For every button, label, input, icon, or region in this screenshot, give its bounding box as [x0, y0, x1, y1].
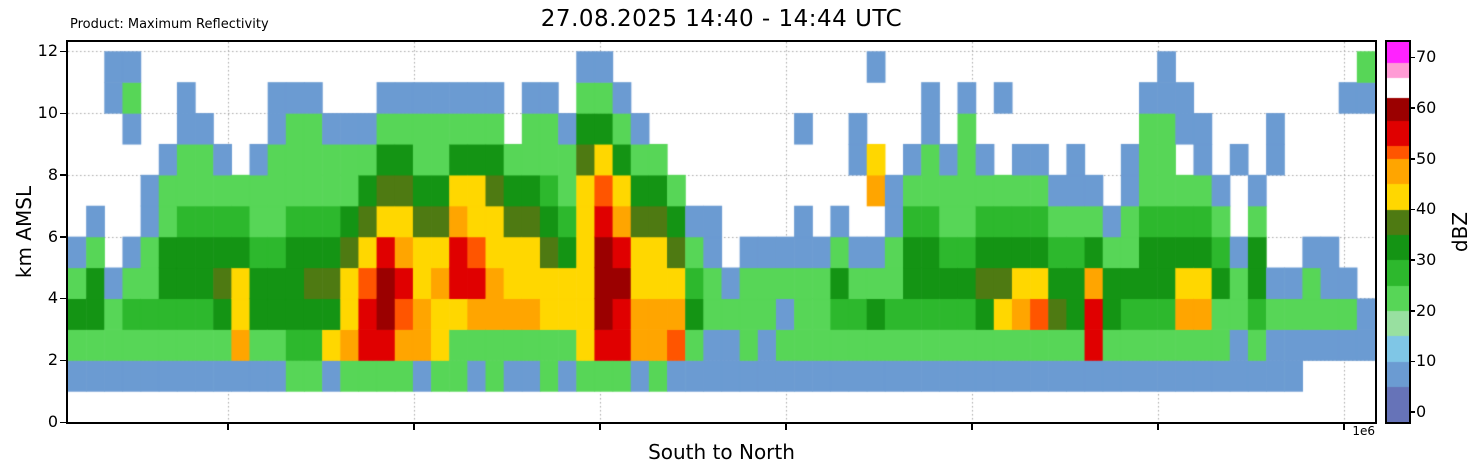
colorbar-tick-label: 30: [1416, 249, 1437, 269]
colorbar-tick-label: 70: [1416, 47, 1437, 67]
colorbar-tick-mark: [1409, 310, 1415, 312]
colorbar-label: dBZ: [1448, 211, 1472, 253]
colorbar-tick-label: 60: [1416, 97, 1437, 117]
x-offset-label: 1e6: [1352, 424, 1375, 438]
y-tick-label: 8: [47, 164, 58, 184]
colorbar-tick-label: 10: [1416, 351, 1437, 371]
y-tick-mark: [60, 174, 66, 176]
y-tick-label: 6: [47, 226, 58, 246]
x-tick-mark: [971, 424, 973, 430]
colorbar-tick-mark: [1409, 158, 1415, 160]
x-tick-mark: [227, 424, 229, 430]
x-tick-mark: [413, 424, 415, 430]
y-tick-label: 10: [37, 103, 58, 123]
y-tick-label: 12: [37, 41, 58, 61]
product-label: Product: Maximum Reflectivity: [70, 17, 269, 32]
colorbar-tick-label: 0: [1416, 401, 1427, 421]
chart-title: 27.08.2025 14:40 - 14:44 UTC: [540, 6, 903, 32]
colorbar-canvas: [1387, 42, 1409, 422]
x-tick-mark: [785, 424, 787, 430]
y-tick-mark: [60, 112, 66, 115]
y-tick-mark: [60, 297, 66, 300]
colorbar-tick-mark: [1409, 56, 1415, 59]
y-tick-label: 0: [47, 412, 58, 431]
colorbar-tick-label: 40: [1416, 199, 1437, 219]
plot-canvas: [68, 42, 1375, 422]
colorbar-tick-mark: [1409, 411, 1415, 413]
colorbar-tick-label: 20: [1416, 300, 1437, 320]
x-axis-label: South to North: [648, 440, 795, 464]
plot-area: [66, 40, 1377, 424]
x-tick-mark: [1343, 424, 1345, 430]
colorbar-tick-mark: [1409, 107, 1415, 109]
y-tick-mark: [60, 50, 66, 53]
colorbar-tick-label: 50: [1416, 148, 1437, 168]
x-tick-mark: [1157, 424, 1159, 430]
colorbar: [1385, 40, 1411, 424]
y-tick-mark: [60, 421, 66, 423]
x-tick-mark: [599, 424, 601, 430]
y-tick-mark: [60, 359, 66, 362]
colorbar-tick-mark: [1409, 360, 1415, 363]
colorbar-tick-mark: [1409, 259, 1415, 261]
colorbar-tick-mark: [1409, 208, 1415, 211]
y-tick-mark: [60, 236, 66, 238]
y-tick-label: 2: [47, 350, 58, 370]
y-tick-label: 4: [47, 288, 58, 308]
